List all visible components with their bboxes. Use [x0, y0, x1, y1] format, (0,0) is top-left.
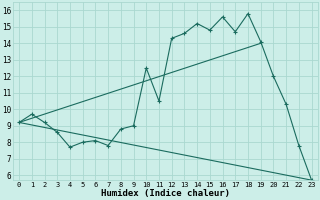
- X-axis label: Humidex (Indice chaleur): Humidex (Indice chaleur): [101, 189, 230, 198]
